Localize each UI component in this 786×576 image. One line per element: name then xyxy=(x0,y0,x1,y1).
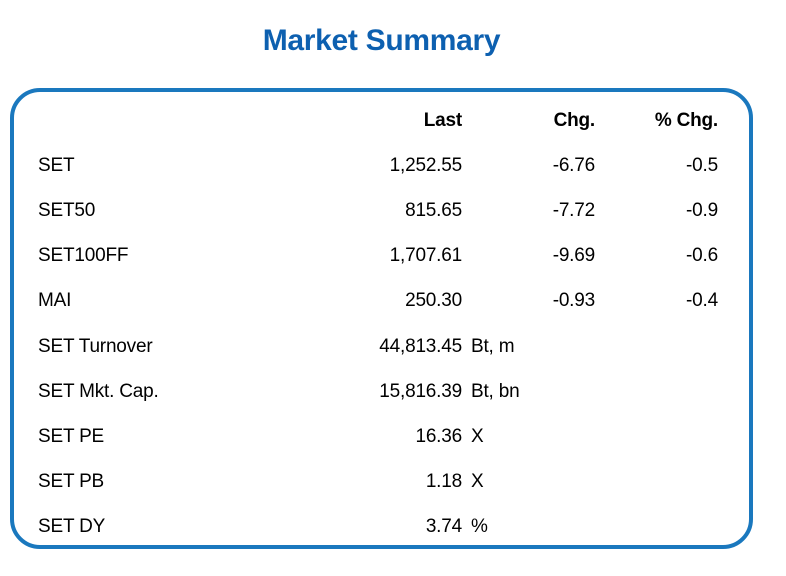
chg-cell: X xyxy=(462,426,595,448)
last-value: 44,813.45 xyxy=(379,335,462,357)
market-summary-card: Last Chg. % Chg. SET 1,252.55 -6.76 -0.5… xyxy=(10,88,753,549)
row-label: MAI xyxy=(38,290,72,312)
chg-cell: -9.69 xyxy=(462,245,596,267)
table-header-row: Last Chg. % Chg. xyxy=(38,98,718,143)
table-row: SET Mkt. Cap. 15,816.39 Bt, bn xyxy=(38,369,718,414)
row-label: SET DY xyxy=(38,516,106,538)
table-row: SET100FF 1,707.61 -9.69 -0.6 xyxy=(38,234,718,279)
table-row: MAI 250.30 -0.93 -0.4 xyxy=(38,279,718,324)
chg-cell: -7.72 xyxy=(462,199,596,222)
table-row: SET PB 1.18 X xyxy=(38,460,718,505)
row-label: SET100FF xyxy=(38,245,129,267)
unit-label: Bt, bn xyxy=(471,380,520,402)
last-value: 15,816.39 xyxy=(379,380,462,402)
chg-value: -7.72 xyxy=(552,199,596,221)
column-header-last: Last xyxy=(423,109,462,131)
chg-cell: Bt, m xyxy=(462,336,595,358)
pct-chg-value: -0.5 xyxy=(686,154,718,176)
table-row: SET Turnover 44,813.45 Bt, m xyxy=(38,324,718,369)
table-row: SET 1,252.55 -6.76 -0.5 xyxy=(38,143,718,188)
row-label: SET PE xyxy=(38,425,105,447)
last-value: 1,707.61 xyxy=(389,245,463,267)
chg-cell: % xyxy=(462,516,595,538)
last-value: 1,252.55 xyxy=(389,154,463,176)
unit-label: X xyxy=(471,425,484,447)
column-header-chg: Chg. xyxy=(553,109,596,131)
pct-chg-value: -0.6 xyxy=(686,245,718,267)
table-row: SET PE 16.36 X xyxy=(38,414,718,459)
last-value: 250.30 xyxy=(405,290,462,312)
last-value: 1.18 xyxy=(425,471,462,493)
unit-label: % xyxy=(471,516,488,538)
row-label: SET Turnover xyxy=(38,335,153,357)
chg-cell: -6.76 xyxy=(462,154,596,177)
last-value: 16.36 xyxy=(415,425,462,447)
chg-cell: X xyxy=(462,471,595,493)
last-value: 815.65 xyxy=(405,199,462,221)
row-label: SET50 xyxy=(38,199,96,221)
row-label: SET PB xyxy=(38,471,105,493)
chg-cell: -0.93 xyxy=(462,290,596,312)
last-value: 3.74 xyxy=(425,516,462,538)
chg-cell: Bt, bn xyxy=(462,381,595,403)
chg-value: -9.69 xyxy=(552,245,596,267)
table-body: SET 1,252.55 -6.76 -0.5 SET50 815.65 -7.… xyxy=(38,143,718,545)
pct-chg-value: -0.9 xyxy=(686,199,718,221)
page-title: Market Summary xyxy=(262,24,501,57)
unit-label: Bt, m xyxy=(471,335,515,357)
chg-value: -6.76 xyxy=(552,154,596,176)
column-header-pct-chg: % Chg. xyxy=(654,109,718,131)
pct-chg-value: -0.4 xyxy=(686,290,718,312)
chg-value: -0.93 xyxy=(552,290,596,312)
table-row: SET50 815.65 -7.72 -0.9 xyxy=(38,188,718,233)
unit-label: X xyxy=(471,471,484,493)
table-row: SET DY 3.74 % xyxy=(38,505,718,545)
row-label: SET xyxy=(38,154,75,176)
row-label: SET Mkt. Cap. xyxy=(38,380,159,402)
